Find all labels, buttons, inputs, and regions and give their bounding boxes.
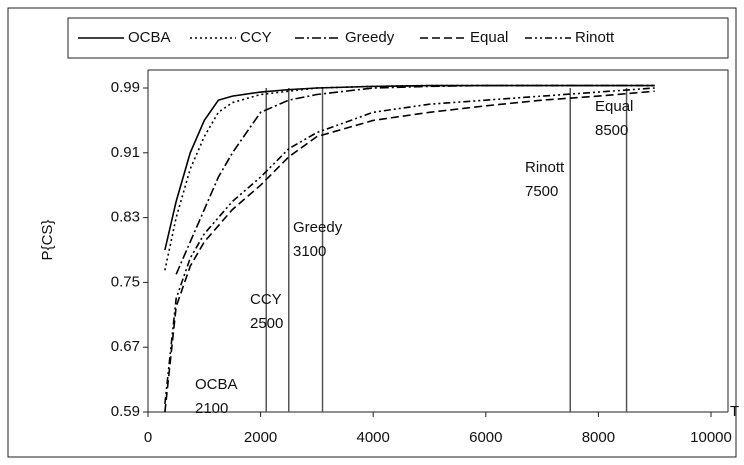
legend-box (67, 17, 729, 59)
annotation-value: 2100 (195, 400, 228, 417)
y-tick-label: 0.59 (111, 403, 140, 420)
annotation-label: Equal (595, 98, 633, 115)
x-tick-label: 6000 (469, 429, 502, 446)
x-axis-label: T (730, 403, 739, 420)
annotation-label: OCBA (195, 376, 238, 393)
legend-label: Equal (470, 29, 508, 46)
x-tick-label: 10000 (690, 429, 732, 446)
x-tick-label: 4000 (357, 429, 390, 446)
series-line (164, 84, 655, 271)
series-line (164, 84, 655, 251)
annotation-value: 3100 (293, 243, 326, 260)
y-tick-label: 0.83 (111, 209, 140, 226)
annotation-label: CCY (250, 291, 282, 308)
x-tick-label: 0 (144, 429, 152, 446)
legend-label: Greedy (345, 29, 395, 46)
annotation-value: 7500 (525, 183, 558, 200)
legend-label: OCBA (128, 29, 171, 46)
x-tick-label: 2000 (244, 429, 277, 446)
legend-label: Rinott (575, 29, 615, 46)
y-tick-label: 0.91 (111, 144, 140, 161)
series-line (164, 90, 655, 413)
annotation-value: 2500 (250, 315, 283, 332)
legend-label: CCY (240, 29, 272, 46)
plot-frame (148, 69, 729, 412)
y-axis-label: P{CS} (39, 220, 56, 261)
series-line (175, 84, 655, 275)
y-tick-label: 0.67 (111, 338, 140, 355)
y-tick-label: 0.75 (111, 273, 140, 290)
outer-frame (7, 7, 737, 458)
series-line (164, 87, 655, 404)
x-tick-label: 8000 (582, 429, 615, 446)
y-tick-label: 0.99 (111, 79, 140, 96)
annotation-value: 8500 (595, 122, 628, 139)
annotation-label: Greedy (293, 219, 343, 236)
annotation-label: Rinott (525, 159, 565, 176)
